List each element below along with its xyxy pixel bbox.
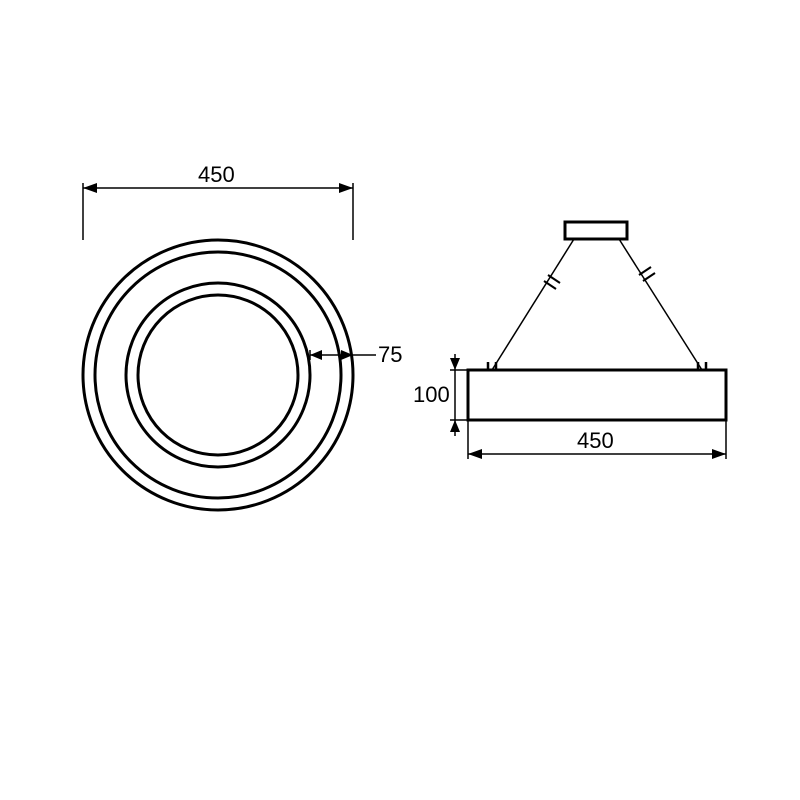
dim-body-height-label: 100 [413, 382, 450, 407]
dim-outer-diameter-label: 450 [198, 162, 235, 187]
dim-body-width: 450 [468, 420, 726, 459]
dim-body-height: 100 [413, 354, 468, 436]
outer-inner-circle [95, 252, 341, 498]
dim-ring-width-label: 75 [378, 342, 402, 367]
ceiling-mount [565, 222, 627, 239]
inner-outer-circle [126, 283, 310, 467]
dim-body-width-label: 450 [577, 428, 614, 453]
outer-circle [83, 240, 353, 510]
technical-drawing: 450 75 [0, 0, 800, 800]
cable-left [492, 239, 574, 370]
inner-circle [138, 295, 298, 455]
top-view: 450 75 [83, 162, 402, 510]
suspension-cables [488, 239, 706, 370]
fixture-body [468, 370, 726, 420]
cable-right [619, 239, 702, 370]
dim-ring-width: 75 [310, 342, 402, 367]
dim-outer-diameter: 450 [83, 162, 353, 240]
side-view: 100 450 [413, 222, 726, 459]
